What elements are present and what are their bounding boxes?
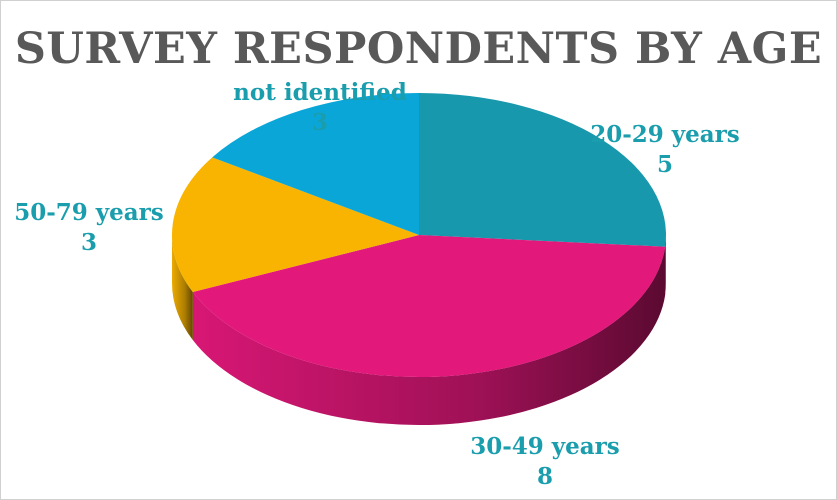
chart-title: SURVEY RESPONDENTS BY AGE [14,24,823,74]
data-label-category: not identified [233,79,407,106]
pie-3d-sides [172,235,666,426]
pie-slice-20-29-years [419,93,666,247]
pie-side-shade-50-79-years [172,235,193,341]
pie-slice-not-identified [212,93,419,235]
data-label-category: 50-79 years [14,199,164,226]
data-label-value: 8 [536,463,553,490]
data-label-value: 3 [80,229,97,256]
data-label-50-79: 50-79 years 3 [14,198,164,258]
pie-slice-30-49-years [192,235,666,378]
data-label-value: 3 [311,109,328,136]
pie-slice-50-79-years [172,157,419,293]
data-label-category: 30-49 years [470,433,620,460]
data-label-category: 20-29 years [590,121,740,148]
pie-side-shade-20-29-years [665,235,666,295]
data-label-not-identified: not identified 3 [220,78,420,138]
data-label-20-29: 20-29 years 5 [590,120,740,180]
data-label-30-49: 30-49 years 8 [470,432,620,492]
pie-side-shade-30-49-years [192,246,666,426]
pie-slices [172,93,666,378]
data-label-value: 5 [656,151,673,178]
